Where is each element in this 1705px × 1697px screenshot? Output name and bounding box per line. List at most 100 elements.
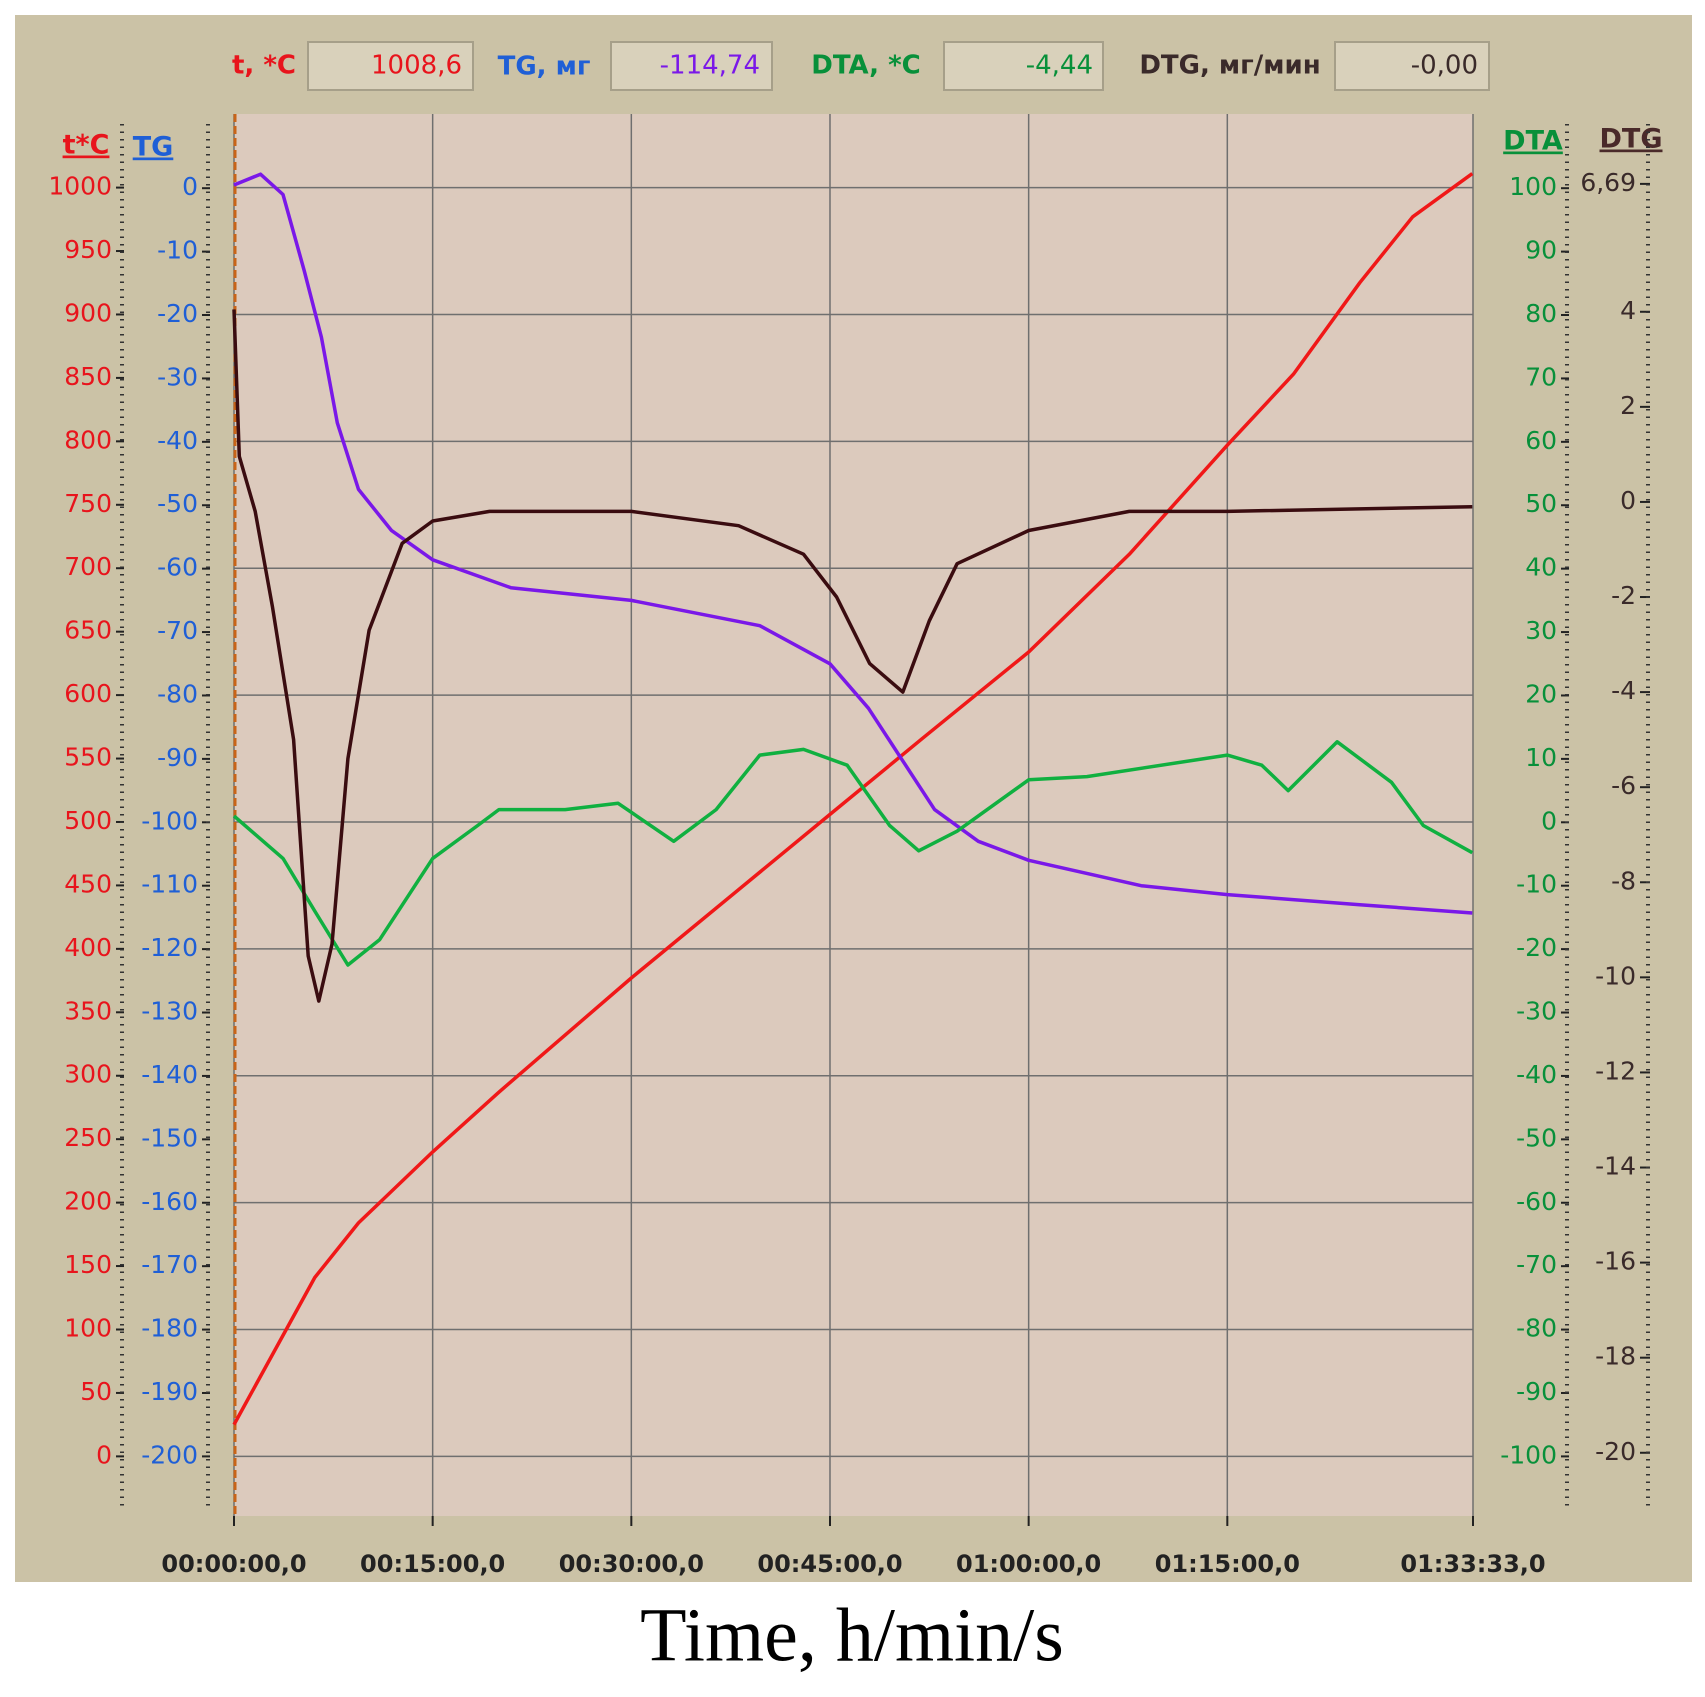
y-tick-label: -30 (1516, 997, 1557, 1026)
y-tick-label: 100 (1509, 172, 1557, 201)
y-tick-label: -60 (157, 553, 198, 582)
x-tick-label: 00:30:00,0 (559, 1550, 704, 1578)
y-tick-label: -150 (141, 1123, 198, 1152)
y-axis-title: t*C (63, 130, 110, 161)
y-tick-label: 550 (64, 743, 112, 772)
y-tick-label: -16 (1595, 1247, 1636, 1276)
readout-box (307, 41, 474, 91)
y-tick-label: 850 (64, 362, 112, 391)
x-tick-label: 01:00:00,0 (956, 1550, 1101, 1578)
y-tick-label: -60 (1516, 1187, 1557, 1216)
y-tick-label: 60 (1525, 426, 1557, 455)
y-tick-label: 6,69 (1580, 168, 1636, 197)
caption: Time, h/min/s (640, 1593, 1064, 1677)
y-tick-label: 450 (64, 869, 112, 898)
y-tick-label: 70 (1525, 362, 1557, 391)
y-tick-label: -30 (157, 362, 198, 391)
data-line (232, 172, 1474, 1426)
y-tick-label: -10 (1516, 870, 1557, 899)
y-tick-label: 80 (1525, 299, 1557, 328)
y-tick-label: -18 (1595, 1342, 1636, 1371)
y-tick-label: 150 (64, 1250, 112, 1279)
readout-label: DTG, мг/мин (1139, 51, 1320, 81)
y-tick-label: -6 (1611, 771, 1636, 800)
y-axis-title: DTA (1503, 126, 1563, 157)
y-tick-label: -2 (1611, 581, 1636, 610)
y-tick-label: -180 (141, 1314, 198, 1343)
y-tick-label: 90 (1525, 236, 1557, 265)
y-tick-label: -200 (141, 1440, 198, 1469)
y-tick-label: 700 (64, 552, 112, 581)
readout-value: 1008,6 (371, 51, 462, 81)
y-tick-label: 2 (1620, 391, 1636, 420)
y-tick-label: -14 (1595, 1152, 1636, 1181)
y-tick-label: 4 (1620, 296, 1636, 325)
y-tick-label: 50 (1525, 489, 1557, 518)
readout-box (943, 41, 1104, 91)
y-tick-label: -90 (157, 743, 198, 772)
x-tick-label: 00:15:00,0 (360, 1550, 505, 1578)
readout-box (610, 41, 773, 91)
y-tick-label: 1000 (48, 172, 112, 201)
y-tick-label: -20 (157, 299, 198, 328)
y-tick-label: -20 (1595, 1437, 1636, 1466)
readout-value: -0,00 (1411, 51, 1478, 81)
y-tick-label: 100 (64, 1313, 112, 1342)
y-tick-label: -80 (1516, 1314, 1557, 1343)
y-tick-label: -90 (1516, 1377, 1557, 1406)
y-tick-label: -170 (141, 1250, 198, 1279)
y-tick-label: 500 (64, 806, 112, 835)
y-tick-label: 650 (64, 616, 112, 645)
y-tick-label: 40 (1525, 553, 1557, 582)
readout-label: DTA, *C (811, 51, 921, 81)
y-tick-label: 400 (64, 933, 112, 962)
y-axis-title: TG (133, 132, 174, 163)
y-tick-label: 750 (64, 489, 112, 518)
y-tick-label: -20 (1516, 933, 1557, 962)
y-tick-label: -80 (157, 679, 198, 708)
x-tick-label: 01:15:00,0 (1155, 1550, 1300, 1578)
y-tick-label: 200 (64, 1187, 112, 1216)
y-tick-label: -10 (157, 236, 198, 265)
x-tick-label: 00:00:00,0 (161, 1550, 306, 1578)
y-tick-label: 0 (1620, 486, 1636, 515)
plot-area (234, 114, 1473, 1516)
y-tick-label: -100 (141, 806, 198, 835)
y-tick-label: -110 (141, 870, 198, 899)
y-tick-label: -40 (157, 426, 198, 455)
x-tick-label: 01:33:33,0 (1400, 1550, 1545, 1578)
readout-box (1334, 41, 1490, 91)
y-tick-label: -140 (141, 1060, 198, 1089)
y-tick-label: -4 (1611, 676, 1636, 705)
readout-value: -4,44 (1026, 51, 1093, 81)
y-tick-label: 950 (64, 235, 112, 264)
data-line (232, 740, 1474, 967)
y-tick-label: -160 (141, 1187, 198, 1216)
y-tick-label: 50 (80, 1377, 112, 1406)
y-tick-label: -70 (157, 616, 198, 645)
data-line (233, 172, 1473, 915)
y-tick-label: -70 (1516, 1250, 1557, 1279)
y-tick-label: 30 (1525, 616, 1557, 645)
y-tick-label: 250 (64, 1123, 112, 1152)
y-tick-label: 300 (64, 1060, 112, 1089)
y-tick-label: -100 (1500, 1440, 1557, 1469)
y-tick-label: 0 (96, 1440, 112, 1469)
readout-bar: t, *C 1008,6 TG, мг -114,74 DTA, *C -4,4… (232, 41, 1490, 91)
y-axis-title: DTG (1600, 124, 1663, 155)
readout-value: -114,74 (660, 51, 760, 81)
y-tick-label: 0 (1541, 806, 1557, 835)
y-tick-label: -40 (1516, 1060, 1557, 1089)
x-tick-label: 00:45:00,0 (757, 1550, 902, 1578)
y-tick-label: -10 (1595, 961, 1636, 990)
y-tick-label: 10 (1525, 743, 1557, 772)
y-tick-label: 900 (64, 298, 112, 327)
y-tick-label: -120 (141, 933, 198, 962)
y-tick-label: -130 (141, 997, 198, 1026)
readout-label: TG, мг (498, 52, 591, 82)
y-tick-label: -12 (1595, 1056, 1636, 1085)
y-tick-label: 20 (1525, 679, 1557, 708)
y-tick-label: -50 (157, 489, 198, 518)
